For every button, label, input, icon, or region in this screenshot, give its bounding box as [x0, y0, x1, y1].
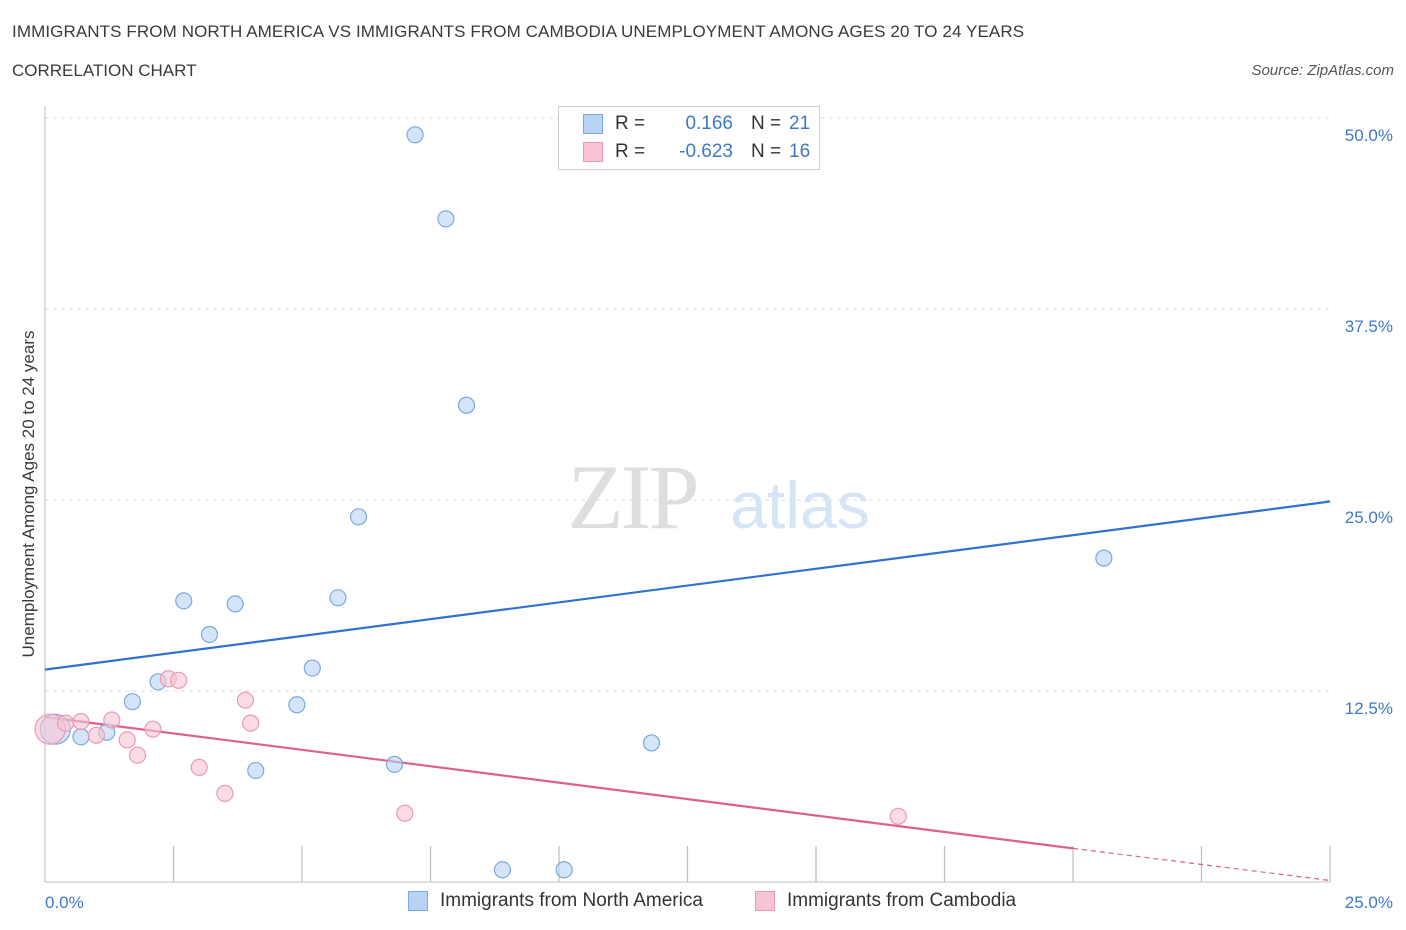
point-cambodia — [87, 726, 106, 744]
point-north-america — [437, 210, 455, 228]
point-north-america — [349, 508, 368, 526]
bottom-legend-cambodia: Immigrants from Cambodia — [755, 890, 1016, 912]
point-cambodia — [170, 671, 188, 689]
point-north-america — [457, 396, 476, 414]
legend-n-label: N = — [751, 113, 782, 134]
point-north-america — [406, 126, 424, 144]
point-north-america — [329, 589, 347, 607]
trend-line-north-america — [44, 500, 1331, 671]
point-north-america — [175, 592, 193, 610]
legend-swatch-cambodia — [583, 142, 603, 162]
bottom-legend-label-north-america: Immigrants from North America — [440, 890, 703, 911]
point-cambodia — [236, 691, 255, 709]
chart-title: IMMIGRANTS FROM NORTH AMERICA VS IMMIGRA… — [12, 22, 1025, 41]
watermark-zip: ZIP — [568, 446, 697, 548]
point-cambodia — [242, 714, 260, 732]
point-north-america — [555, 861, 573, 879]
bottom-legend-swatch-cambodia — [755, 891, 775, 911]
y-tick-label: 12.5% — [1345, 699, 1393, 718]
bottom-legend-north-america: Immigrants from North America — [408, 890, 703, 912]
x-tick-label-min: 0.0% — [45, 893, 84, 912]
point-cambodia — [144, 720, 162, 738]
y-axis-label: Unemployment Among Ages 20 to 24 years — [19, 331, 38, 658]
point-north-america — [200, 625, 219, 644]
point-north-america — [1095, 549, 1113, 567]
point-north-america — [493, 861, 512, 879]
legend-n-value: 21 — [789, 113, 811, 134]
point-north-america — [642, 734, 661, 752]
legend-row-north-america: R = 0.166 N = 21 — [583, 112, 810, 136]
point-cambodia — [128, 746, 147, 764]
trend-line-cambodia — [44, 715, 1074, 850]
x-tick-label-max: 25.0% — [1345, 893, 1393, 912]
trend-line-dashed-cambodia — [1072, 847, 1331, 882]
watermark: ZIP atlas — [568, 446, 870, 548]
legend-n-value: 16 — [789, 141, 811, 162]
point-cambodia — [396, 804, 414, 822]
legend-r-label: R = — [615, 113, 646, 134]
source-credit: Source: ZipAtlas.com — [1251, 62, 1394, 79]
bottom-legend-label-cambodia: Immigrants from Cambodia — [787, 890, 1017, 911]
legend-box: R = 0.166 N = 21 R = -0.623 N = 16 — [558, 106, 820, 170]
y-tick-label: 37.5% — [1345, 317, 1393, 336]
point-north-america — [247, 761, 265, 780]
point-cambodia — [889, 807, 907, 825]
point-cambodia — [72, 712, 90, 731]
chart-subtitle: CORRELATION CHART — [12, 61, 197, 80]
trend-lines — [44, 500, 1331, 882]
point-north-america — [288, 696, 306, 714]
legend-r-label: R = — [615, 141, 646, 162]
legend-swatch-north-america — [583, 114, 603, 134]
point-north-america — [303, 659, 321, 677]
point-north-america — [226, 595, 244, 613]
watermark-atlas: atlas — [730, 468, 869, 542]
point-cambodia — [118, 731, 136, 749]
tick-labels: 12.5% 25.0% 37.5% 50.0% 0.0% 25.0% — [45, 126, 1393, 912]
point-cambodia — [190, 758, 208, 777]
point-cambodia — [56, 714, 75, 732]
point-north-america — [385, 755, 404, 773]
point-cambodia — [103, 711, 121, 729]
legend-r-value: -0.623 — [679, 141, 733, 162]
point-north-america — [123, 693, 141, 711]
y-tick-label: 25.0% — [1345, 508, 1393, 527]
bottom-legend-swatch-north-america — [408, 891, 428, 911]
legend-row-cambodia: R = -0.623 N = 16 — [583, 140, 810, 164]
legend-r-value: 0.166 — [685, 113, 733, 134]
data-points — [34, 126, 1113, 879]
point-north-america — [72, 728, 90, 746]
y-tick-label: 50.0% — [1345, 126, 1393, 145]
legend-n-label: N = — [751, 141, 782, 162]
point-cambodia — [216, 784, 234, 802]
